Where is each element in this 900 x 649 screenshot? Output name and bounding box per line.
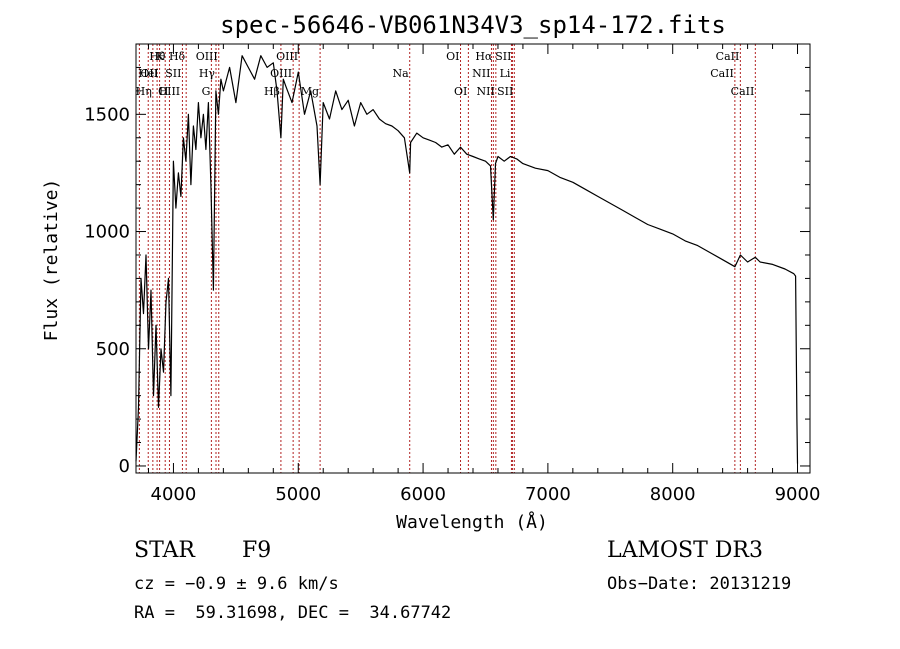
object-subclass: F9 bbox=[242, 538, 272, 563]
x-tick-label: 7000 bbox=[525, 484, 571, 505]
line-label: K bbox=[156, 50, 165, 63]
x-tick-label: 9000 bbox=[775, 484, 821, 505]
spectrum-line bbox=[135, 55, 799, 464]
line-label: OIII bbox=[158, 85, 180, 98]
line-label: Hη bbox=[136, 85, 152, 98]
line-label: SII bbox=[165, 67, 181, 80]
line-label: OI bbox=[454, 85, 467, 98]
object-class: STAR bbox=[134, 538, 195, 563]
y-axis: 0 500 1000 1500 bbox=[84, 66, 810, 477]
line-label: Na bbox=[393, 67, 410, 80]
y-tick-label: 500 bbox=[96, 339, 130, 360]
plot-frame bbox=[135, 43, 811, 474]
line-label: Hγ bbox=[199, 67, 216, 80]
line-label: SII bbox=[497, 85, 513, 98]
line-label: OIII bbox=[270, 67, 292, 80]
line-label: HeI bbox=[138, 67, 158, 80]
x-tick-label: 4000 bbox=[151, 484, 197, 505]
x-axis: 4000 5000 6000 7000 8000 9000 bbox=[147, 44, 821, 505]
observation-date: Obs−Date: 20131219 bbox=[607, 574, 792, 594]
line-label: OII bbox=[140, 67, 158, 80]
emission-line-markers bbox=[138, 44, 756, 473]
line-label: CaII bbox=[710, 67, 734, 80]
line-label: Hα bbox=[475, 50, 493, 63]
line-label: Li bbox=[500, 67, 511, 80]
x-axis-label: Wavelength (Å) bbox=[396, 511, 548, 533]
line-label: OIII bbox=[276, 50, 298, 63]
survey-name: LAMOST DR3 bbox=[607, 538, 763, 563]
line-label: H bbox=[159, 85, 169, 98]
y-tick-label: 1500 bbox=[84, 104, 130, 125]
line-label: OIII bbox=[196, 50, 218, 63]
y-tick-label: 1000 bbox=[84, 222, 130, 243]
y-tick-label: 0 bbox=[119, 456, 130, 477]
line-label: OI bbox=[446, 50, 459, 63]
line-label: Hδ bbox=[169, 50, 186, 63]
x-tick-label: 5000 bbox=[275, 484, 321, 505]
x-tick-label: 6000 bbox=[400, 484, 446, 505]
line-label: NII bbox=[477, 85, 495, 98]
line-label: G bbox=[202, 85, 211, 98]
line-label: CaII bbox=[731, 85, 755, 98]
line-label: Hβ bbox=[264, 85, 280, 98]
line-label: SII bbox=[495, 50, 511, 63]
line-label: Hθ bbox=[149, 50, 166, 63]
y-axis-label: Flux (relative) bbox=[41, 179, 62, 342]
redshift-cz: cz = −0.9 ± 9.6 km/s bbox=[134, 574, 339, 594]
line-label: CaII bbox=[716, 50, 740, 63]
coordinates: RA = 59.31698, DEC = 34.67742 bbox=[134, 603, 452, 623]
chart-title: spec-56646-VB061N34V3_sp14-172.fits bbox=[220, 11, 726, 39]
line-label: NII bbox=[472, 67, 490, 80]
x-tick-label: 8000 bbox=[650, 484, 696, 505]
